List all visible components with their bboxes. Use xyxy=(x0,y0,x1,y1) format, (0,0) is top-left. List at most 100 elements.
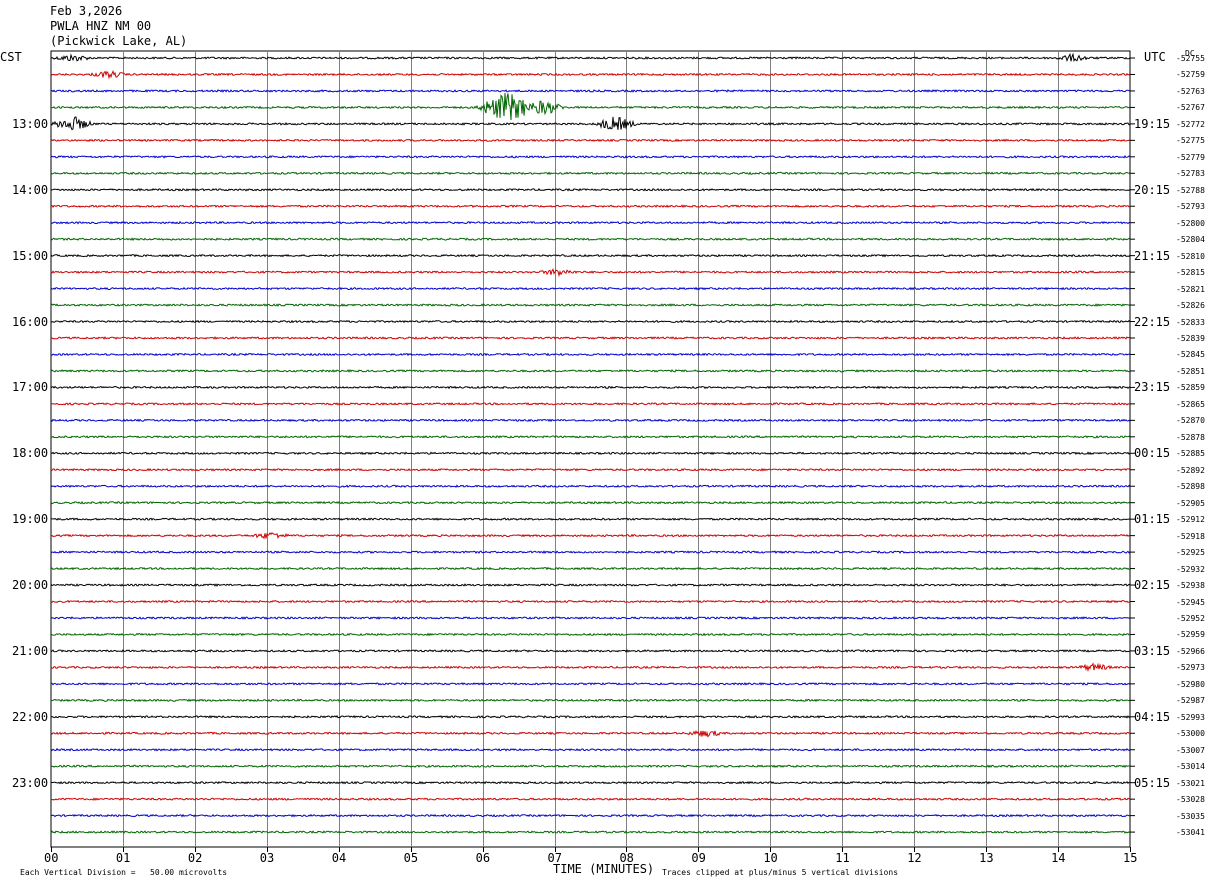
trace-line-22 xyxy=(50,418,1131,423)
trace-line-10 xyxy=(50,220,1131,225)
left-hour-label: 20:00 xyxy=(12,578,49,593)
dc-offset-label: -52763 xyxy=(1176,86,1205,96)
dc-offset-label: -52821 xyxy=(1176,284,1205,294)
dc-offset-label: -52804 xyxy=(1176,235,1205,245)
trace-line-0 xyxy=(50,52,1131,62)
trace-line-9 xyxy=(50,204,1131,209)
trace-line-32 xyxy=(50,583,1131,587)
dc-offset-label: -52851 xyxy=(1176,366,1205,376)
left-hour-label: 22:00 xyxy=(12,709,49,724)
left-hour-label: 18:00 xyxy=(12,446,49,461)
x-tick-label: 04 xyxy=(331,851,347,865)
right-hour-label: 05:15 xyxy=(1134,775,1171,790)
trace-line-33 xyxy=(50,599,1131,604)
dc-offset-label: -52912 xyxy=(1176,515,1205,525)
trace-line-24 xyxy=(50,451,1131,456)
right-hour-label: 00:15 xyxy=(1134,446,1171,461)
trace-line-39 xyxy=(50,698,1131,703)
dc-offset-label: -52865 xyxy=(1176,399,1205,409)
trace-line-7 xyxy=(50,171,1131,176)
dc-offset-label: -52905 xyxy=(1176,498,1205,508)
trace-line-20 xyxy=(50,385,1131,390)
left-hour-label: 21:00 xyxy=(12,643,49,658)
trace-line-16 xyxy=(50,319,1131,324)
trace-line-14 xyxy=(50,286,1131,291)
trace-line-6 xyxy=(50,154,1131,159)
dc-offset-label: -53021 xyxy=(1176,778,1205,788)
dc-offset-label: -52793 xyxy=(1176,202,1205,212)
x-tick-label: 09 xyxy=(691,851,706,865)
dc-offset-label: -52952 xyxy=(1176,613,1205,623)
x-tick-label: 08 xyxy=(619,851,634,865)
trace-line-21 xyxy=(51,402,1131,406)
dc-offset-label: -52980 xyxy=(1176,679,1205,689)
trace-line-27 xyxy=(50,500,1131,505)
trace-line-36 xyxy=(50,649,1130,653)
station-code: PWLA HNZ NM 00 xyxy=(50,19,152,33)
x-tick-label: 10 xyxy=(763,851,778,865)
left-hour-label: 23:00 xyxy=(12,775,49,790)
right-hour-label: 03:15 xyxy=(1134,643,1171,658)
dc-offset-label: -52779 xyxy=(1176,152,1205,162)
dc-offset-label: -52826 xyxy=(1176,301,1205,311)
dc-offset-label: -52772 xyxy=(1176,119,1205,129)
dc-offset-label: -53007 xyxy=(1176,745,1205,755)
dc-offset-label: -53028 xyxy=(1176,795,1205,805)
trace-line-19 xyxy=(50,369,1131,373)
x-tick-label: 11 xyxy=(835,851,850,865)
right-hour-label: 04:15 xyxy=(1134,709,1171,724)
trace-line-23 xyxy=(51,435,1131,439)
dc-offset-label: -52759 xyxy=(1176,70,1205,80)
trace-line-12 xyxy=(50,253,1131,258)
clip-note: Traces clipped at plus/minus 5 vertical … xyxy=(662,868,899,877)
trace-line-46 xyxy=(50,813,1131,818)
dc-offset-label: -52898 xyxy=(1176,482,1205,492)
dc-offset-label: -52959 xyxy=(1176,630,1205,640)
right-hour-label: 21:15 xyxy=(1134,248,1171,263)
left-hour-label: 15:00 xyxy=(12,248,49,263)
dc-offset-label: -52938 xyxy=(1176,581,1205,591)
x-tick-label: 01 xyxy=(115,851,131,865)
dc-offset-label: -52755 xyxy=(1176,54,1205,63)
dc-offset-label: -52987 xyxy=(1176,696,1205,706)
trace-line-47 xyxy=(50,830,1131,834)
right-hour-label: 20:15 xyxy=(1134,182,1171,197)
trace-line-3 xyxy=(51,92,1131,121)
left-hour-label: 13:00 xyxy=(12,116,49,131)
trace-line-25 xyxy=(50,467,1131,472)
dc-offset-label: -52966 xyxy=(1176,646,1205,656)
scale-note: Each Vertical Division = 50.00 microvolt… xyxy=(20,868,228,877)
trace-line-34 xyxy=(50,616,1131,620)
trace-line-44 xyxy=(50,780,1131,785)
trace-line-31 xyxy=(50,566,1131,571)
trace-line-5 xyxy=(50,138,1131,143)
dc-offset-label: -52973 xyxy=(1176,663,1205,673)
x-tick-label: 14 xyxy=(1051,851,1066,865)
trace-line-17 xyxy=(50,336,1131,340)
trace-line-29 xyxy=(50,532,1131,540)
right-hour-label: 19:15 xyxy=(1134,116,1171,131)
right-hour-label: 02:15 xyxy=(1134,578,1171,593)
dc-offset-label: -52775 xyxy=(1176,136,1205,146)
dc-offset-label: -52918 xyxy=(1176,531,1205,541)
trace-line-1 xyxy=(50,70,1131,80)
dc-offset-label: -52767 xyxy=(1176,103,1205,113)
trace-line-42 xyxy=(50,747,1131,752)
right-hour-label: 22:15 xyxy=(1134,314,1171,329)
dc-offset-label: -52833 xyxy=(1176,317,1205,327)
x-tick-label: 12 xyxy=(907,851,922,865)
dc-offset-label: -52945 xyxy=(1176,597,1205,607)
trace-line-40 xyxy=(50,714,1131,719)
trace-line-13 xyxy=(50,268,1131,278)
dc-offset-label: -52925 xyxy=(1176,548,1205,558)
plot-frame xyxy=(50,50,1131,848)
dc-offset-label: -53035 xyxy=(1176,811,1205,821)
trace-line-26 xyxy=(50,484,1131,489)
dc-offset-header: DC xyxy=(1185,49,1195,58)
dc-offset-label: -52839 xyxy=(1176,333,1205,343)
x-tick-label: 00 xyxy=(44,851,59,865)
x-tick-label: 05 xyxy=(403,851,419,865)
trace-line-8 xyxy=(50,187,1131,192)
dc-offset-label: -53014 xyxy=(1176,762,1205,772)
right-hour-label: 01:15 xyxy=(1134,512,1171,527)
